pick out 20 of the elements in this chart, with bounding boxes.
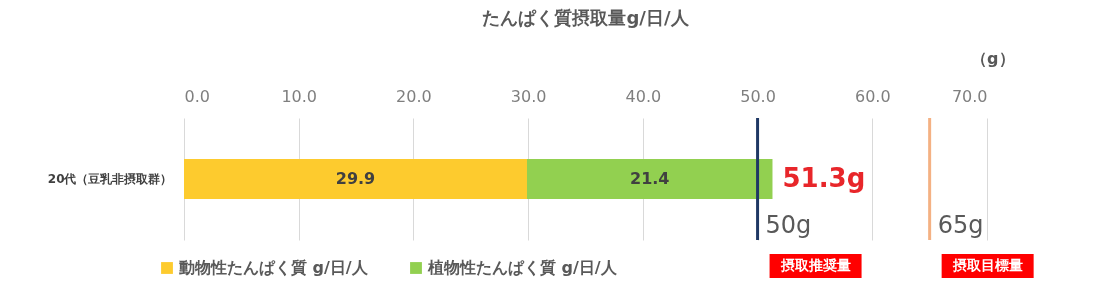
y-tick-label: 20代（豆乳非摂取群） (47, 172, 173, 186)
x-tick-label: 30.0 (510, 86, 547, 106)
legend-label: 植物性たんぱく質 g/日/人 (427, 258, 618, 277)
x-tick-label: 50.0 (740, 86, 776, 106)
text: 摂取目標量 (951, 257, 1023, 273)
x-tick-label: 0.0 (184, 86, 210, 106)
x-tick-label: 20.0 (396, 86, 432, 106)
data-label: 29.9 (335, 169, 376, 188)
chart-title: たんぱく質摂取量g/日/人 (482, 7, 690, 28)
ref-line-label: 65g (937, 211, 984, 239)
x-axis-title: （g） (971, 48, 1015, 68)
x-tick-label: 10.0 (281, 86, 318, 106)
ref-line-label: 50g (765, 211, 812, 239)
x-tick-label: 40.0 (625, 86, 662, 106)
data-label: 21.4 (630, 169, 670, 188)
x-tick-label: 60.0 (854, 86, 891, 106)
total-label: 51.3g (782, 163, 866, 193)
text: 摂取推奨量 (779, 257, 851, 273)
x-tick-label: 70.0 (951, 86, 988, 106)
legend-label: 動物性たんぱく質 g/日/人 (178, 258, 369, 277)
